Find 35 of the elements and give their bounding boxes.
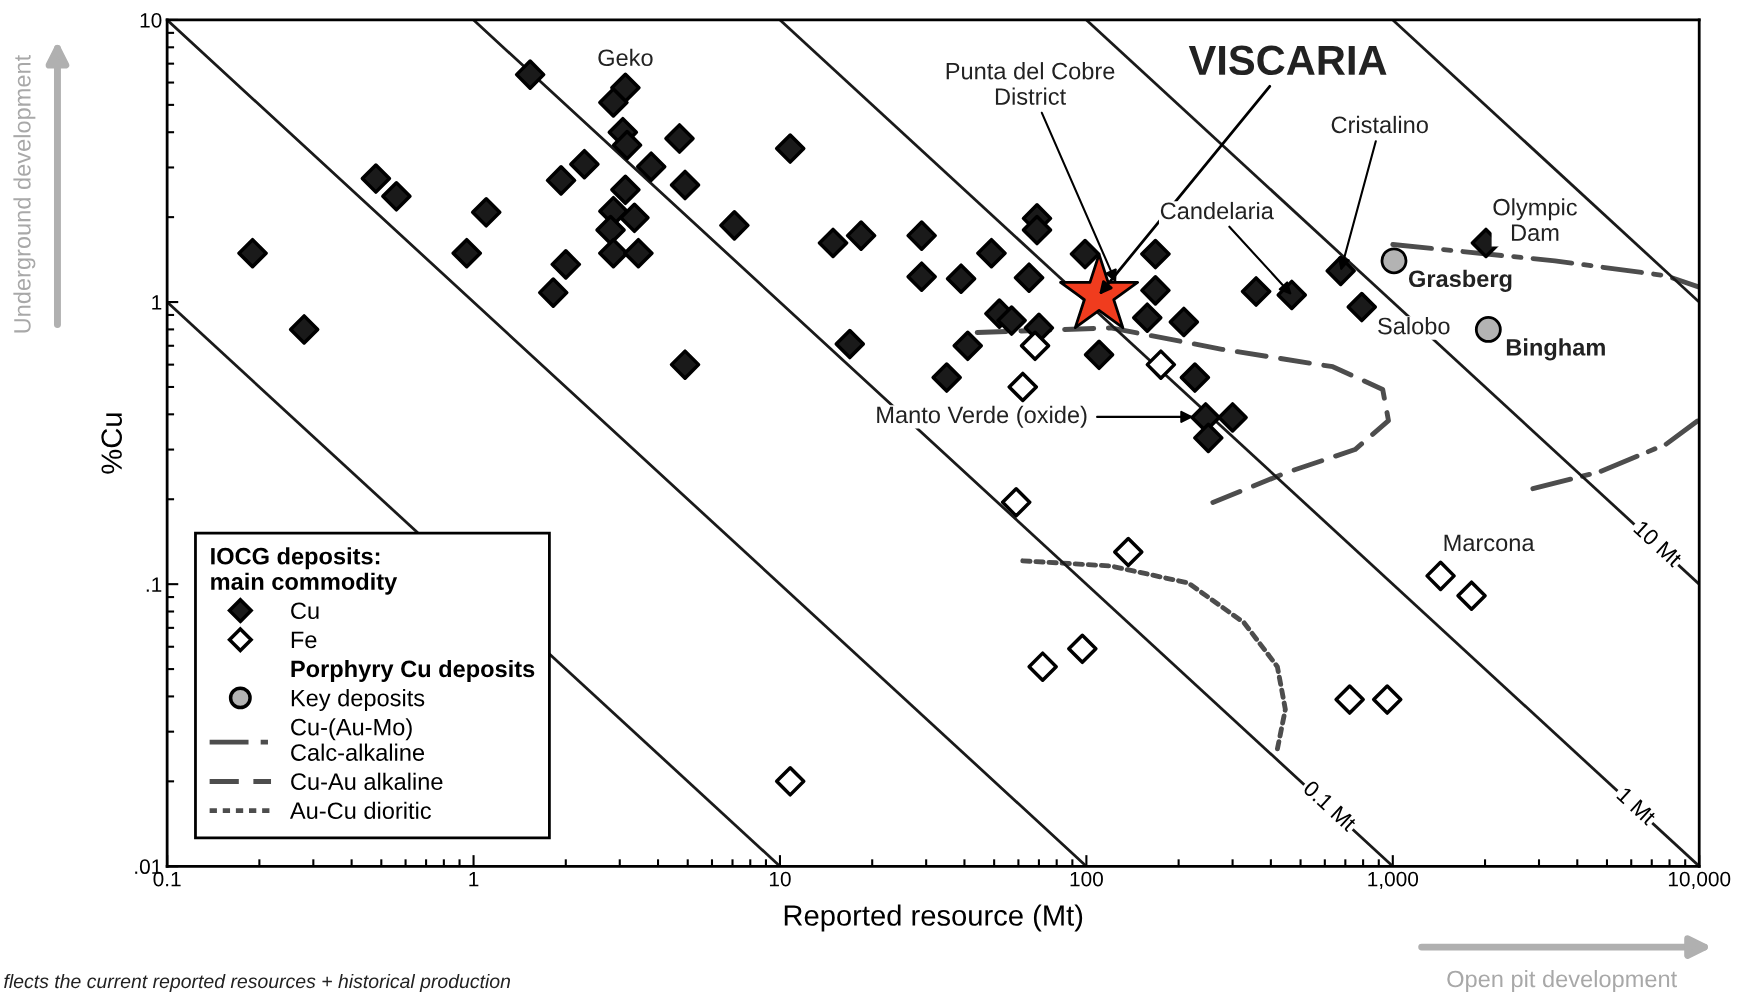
text: 0.1 Mt [1302, 779, 1358, 833]
annotation: Manto Verde (oxide) [877, 405, 1087, 428]
legend-title: IOCG deposits: main commodity [211, 547, 398, 595]
legend-label: Cu [291, 602, 319, 620]
legend-label: Cu-Au alkaline [291, 772, 443, 790]
annotation: Geko [598, 48, 653, 67]
annotation: Salobo [1378, 317, 1450, 335]
legend-label: Cu-(Au-Mo) Calc-alkaline [291, 718, 425, 761]
text: 1 Mt [1616, 786, 1658, 826]
y-tick-label: .1 [146, 577, 162, 592]
x-axis-title: Reported resource (Mt) [784, 904, 1083, 932]
legend-label: Key deposits [291, 689, 425, 712]
annotation: Cristalino [1331, 115, 1428, 134]
annotation: Candelaria [1160, 201, 1274, 220]
y-tick-label: 10 [140, 12, 162, 28]
text: 10 Mt [1633, 519, 1684, 568]
x-tick-label: 1 [469, 871, 479, 887]
y-axis-title: %Cu [101, 413, 122, 474]
annotation: Grasberg [1408, 269, 1512, 292]
annotation: VISCARIA [1188, 45, 1387, 76]
x-tick-label: 100 [1070, 871, 1103, 887]
text: Open pit development [1447, 970, 1678, 993]
legend-label: Fe [291, 631, 317, 649]
x-tick-label: 1,000 [1368, 871, 1419, 889]
annotation: Marcona [1444, 534, 1535, 552]
text: flects the current reported resources + historical production [4, 973, 511, 993]
x-tick-label: 10,000 [1668, 871, 1731, 889]
annotation: Bingham [1506, 338, 1605, 361]
y-tick-label: 1 [152, 295, 162, 310]
annotation: Olympic Dam [1493, 198, 1577, 242]
text: Underground development [13, 54, 36, 333]
x-tick-label: 10 [769, 871, 791, 887]
legend-label: Au-Cu dioritic [289, 801, 431, 820]
annotation: Porphyry Cu deposits [291, 659, 535, 682]
annotation: Punta del Cobre District [946, 62, 1115, 105]
